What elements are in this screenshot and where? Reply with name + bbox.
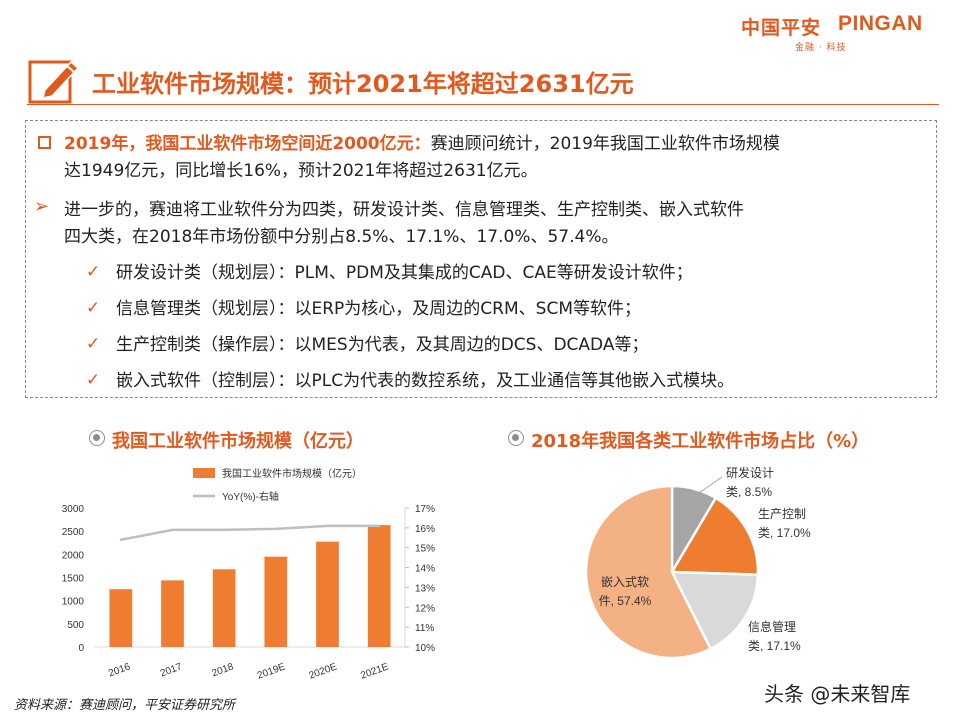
pie-slice-信息管理类 — [669, 570, 760, 651]
x-axis-tick-label: 2020E — [308, 661, 339, 681]
yoy-point-2020E — [326, 524, 329, 528]
brand-logo-chinese: 中国平安 — [741, 17, 822, 39]
pie-label-生产控制类: 生产控制 — [758, 507, 806, 521]
pie-slice-嵌入式软件 — [584, 484, 713, 660]
y-axis-tick-label: 1000 — [62, 597, 85, 608]
right-axis-tick-label: 16% — [415, 524, 435, 535]
pie-slice-生产控制类 — [669, 496, 760, 576]
yoy-line — [120, 524, 380, 541]
right-axis-tick-label: 11% — [415, 623, 434, 634]
right-axis-tick-label: 14% — [415, 564, 435, 575]
summary-box — [25, 120, 937, 398]
arrow-bullet-icon: ➢ — [34, 196, 50, 217]
target-bullet-icon — [89, 430, 105, 446]
legend-label-bar: 我国工业软件市场规模（亿元） — [222, 467, 362, 480]
yoy-point-2021E — [377, 524, 381, 528]
paragraph-2-line-1: 进一步的，赛迪将工业软件分为四类，研发设计类、信息管理类、生产控制类、嵌入式软件 — [64, 200, 744, 220]
check-icon: ✓ — [86, 298, 101, 318]
bar-2021E — [367, 525, 391, 647]
square-bullet-icon — [38, 136, 51, 149]
right-axis-tick-label: 12% — [415, 603, 435, 614]
bar-2018 — [212, 569, 236, 647]
bar-chart-title: 我国工业软件市场规模（亿元） — [112, 431, 364, 452]
list-item: 生产控制类（操作层）：以MES为代表，及其周边的DCS、DCADA等； — [116, 335, 649, 355]
x-axis-tick-label: 2018 — [211, 661, 236, 679]
pie-label-嵌入式软件: 件, 57.4% — [599, 594, 652, 608]
y-axis-tick-label: 3000 — [62, 504, 85, 515]
x-axis-tick-label: 2017 — [159, 661, 184, 679]
pie-label-信息管理类: 类, 17.1% — [748, 639, 801, 653]
pie-label-研发设计类: 研发设计 — [726, 465, 774, 480]
watermark: 头条 @未来智库 — [764, 682, 911, 706]
pie-chart-title: 2018年我国各类工业软件市场占比（%） — [531, 431, 870, 452]
source-note: 资料来源：赛迪顾问，平安证券研究所 — [14, 698, 236, 713]
y-axis-tick-label: 0 — [78, 643, 84, 654]
pie-label-研发设计类: 类, 8.5% — [726, 485, 772, 499]
x-axis-tick-label: 2019E — [256, 661, 287, 681]
market-size-bar-chart: 我国工业软件市场规模（亿元） YoY(%)-右轴 0 500 1000 1500 2000 2… — [62, 467, 435, 682]
pie-label-嵌入式软件: 嵌入式软 — [601, 575, 649, 589]
y-axis-tick-label: 2000 — [62, 550, 85, 561]
bar-2017 — [161, 580, 184, 647]
title-divider — [27, 104, 939, 105]
yoy-point-2017 — [171, 528, 174, 532]
legend-swatch-bar — [193, 468, 215, 478]
x-axis-tick-label: 2021E — [359, 661, 390, 681]
bar-2020E — [316, 541, 339, 647]
yoy-point-2019E — [274, 527, 278, 531]
list-item: 研发设计类（规划层）：PLM、PDM及其集成的CAD、CAE等研发设计软件； — [116, 263, 693, 283]
paragraph-2-line-2: 四大类，在2018年市场份额中分别占8.5%、17.1%、17.0%、57.4%… — [64, 227, 619, 247]
page-title: 工业软件市场规模：预计2021年将超过2631亿元 — [92, 70, 634, 98]
y-axis-tick-label: 1500 — [62, 574, 85, 585]
bar-2016 — [109, 589, 133, 647]
brand-logo-english: PINGAN — [838, 12, 923, 35]
check-icon: ✓ — [86, 334, 101, 354]
x-axis-tick-label: 2016 — [107, 661, 132, 679]
pie-label-信息管理类: 信息管理 — [748, 619, 796, 634]
right-axis-tick-label: 10% — [415, 643, 435, 654]
brand-tagline: 金融 · 科技 — [795, 43, 847, 53]
bar-2019E — [264, 556, 288, 647]
paragraph-1-highlight: 2019年，我国工业软件市场空间近2000亿元： — [64, 134, 431, 154]
right-axis-tick-label: 15% — [415, 544, 435, 555]
paragraph-1-line-1: 2019年，我国工业软件市场空间近2000亿元：赛迪顾问统计，2019年我国工业… — [64, 131, 780, 157]
check-icon: ✓ — [86, 262, 101, 282]
pencil-note-icon — [28, 60, 80, 104]
pie-leader-line — [698, 476, 723, 494]
yoy-point-2018 — [222, 528, 226, 532]
paragraph-1-text: 赛迪顾问统计，2019年我国工业软件市场规模 — [430, 134, 780, 154]
check-icon: ✓ — [86, 370, 101, 390]
legend-label-line: YoY(%)-右轴 — [222, 490, 279, 503]
paragraph-1-line-2: 达1949亿元，同比增长16%，预计2021年将超过2631亿元。 — [64, 161, 538, 181]
list-item: 信息管理类（规划层）：以ERP为核心，及周边的CRM、SCM等软件； — [116, 299, 641, 319]
y-axis-tick-label: 500 — [67, 620, 84, 631]
pie-label-生产控制类: 类, 17.0% — [758, 526, 811, 540]
list-item: 嵌入式软件（控制层）：以PLC为代表的数控系统，及工业通信等其他嵌入式模块。 — [116, 371, 735, 391]
yoy-point-2016 — [119, 538, 123, 541]
target-bullet-icon — [508, 430, 524, 446]
right-axis-tick-label: 13% — [415, 583, 435, 594]
y-axis-tick-label: 2500 — [62, 527, 85, 538]
right-axis-tick-label: 17% — [415, 504, 435, 515]
market-share-pie-chart: 研发设计类, 8.5% 生产控制类, 17.0% 信息管理类, 17.1% 嵌入式软件… — [584, 465, 811, 660]
